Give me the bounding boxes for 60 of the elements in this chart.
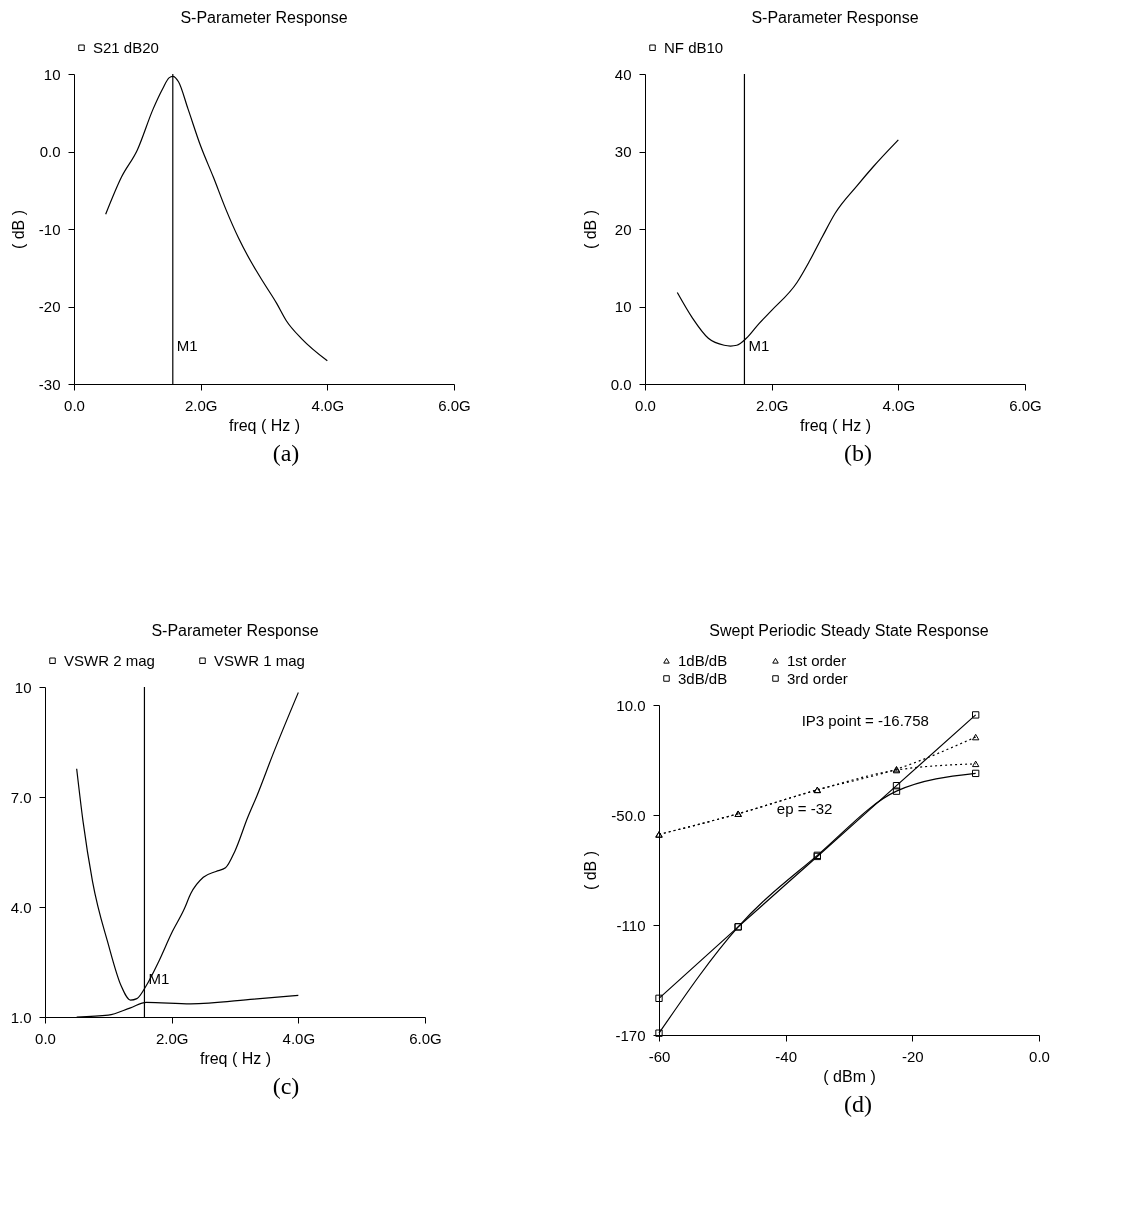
y-tick-label: 1.0 <box>10 1008 32 1026</box>
y-tick-label: 30 <box>614 143 632 160</box>
x-axis-title: freq ( Hz ) <box>228 416 301 434</box>
x-tick-label: 2.0G <box>184 396 218 414</box>
x-axis-title: ( dBm ) <box>823 1067 876 1085</box>
y-tick-label: -50.0 <box>611 806 646 824</box>
ref-line-label: M1 <box>148 970 170 987</box>
x-tick-label: 2.0G <box>155 1029 189 1047</box>
x-tick-label: 6.0G <box>1009 396 1042 414</box>
legend-label: 3dB/dB <box>678 669 728 687</box>
legend-label: NF dB10 <box>664 38 724 56</box>
legend-label: 1st order <box>787 651 847 669</box>
y-axis-title: ( dB ) <box>582 850 600 891</box>
legend-label: VSWR 1 mag <box>214 651 305 669</box>
y-tick-label: 10 <box>614 298 632 315</box>
y-tick-label: 20 <box>614 220 632 238</box>
text: (c) <box>271 1073 301 1100</box>
y-tick-label: -10 <box>38 220 61 238</box>
text: (a) <box>271 440 301 467</box>
x-tick-label: -60 <box>648 1047 671 1065</box>
x-tick-label: 4.0G <box>311 396 345 414</box>
y-tick-label: 7.0 <box>10 788 32 806</box>
text: (b) <box>843 440 873 467</box>
ref-line-label: M1 <box>748 337 770 354</box>
x-tick-label: 4.0G <box>282 1029 316 1047</box>
y-tick-label: 10.0 <box>616 696 646 714</box>
chart-title: S-Parameter Response <box>151 622 319 639</box>
annotation: IP3 point = -16.758 <box>801 711 929 729</box>
y-tick-label: -110 <box>616 916 646 934</box>
y-tick-label: 10 <box>43 65 61 83</box>
legend-label: 3rd order <box>787 669 848 687</box>
y-tick-label: 10 <box>14 678 32 696</box>
x-tick-label: 0.0 <box>1029 1047 1050 1065</box>
x-axis-title: freq ( Hz ) <box>799 416 872 434</box>
y-axis-title: ( dB ) <box>581 209 599 250</box>
y-tick-label: 4.0 <box>10 898 32 916</box>
chart-title: S-Parameter Response <box>180 9 348 26</box>
x-tick-label: 6.0G <box>409 1029 442 1047</box>
y-tick-label: -20 <box>38 298 61 315</box>
x-axis-title: freq ( Hz ) <box>199 1049 272 1067</box>
x-tick-label: 4.0G <box>882 396 916 414</box>
x-tick-label: 6.0G <box>438 396 471 414</box>
ref-line-label: M1 <box>176 337 198 354</box>
legend-label: VSWR 2 mag <box>64 651 155 669</box>
y-tick-label: -30 <box>38 375 61 393</box>
x-tick-label: 0.0 <box>64 396 85 414</box>
chart-title: S-Parameter Response <box>751 9 919 26</box>
chart-title: Swept Periodic Steady State Response <box>709 622 989 639</box>
y-tick-label: -170 <box>615 1026 646 1044</box>
text: (d) <box>843 1091 873 1118</box>
annotation: ep = -32 <box>776 799 833 817</box>
legend-label: S21 dB20 <box>93 38 159 56</box>
y-axis-title: ( dB ) <box>9 209 27 250</box>
x-tick-label: -40 <box>775 1047 798 1065</box>
y-tick-label: 0.0 <box>39 143 61 160</box>
x-tick-label: 2.0G <box>755 396 789 414</box>
y-tick-label: 40 <box>614 65 632 83</box>
y-tick-label: 0.0 <box>610 375 632 393</box>
legend-label: 1dB/dB <box>678 651 728 669</box>
x-tick-label: -20 <box>901 1047 924 1065</box>
